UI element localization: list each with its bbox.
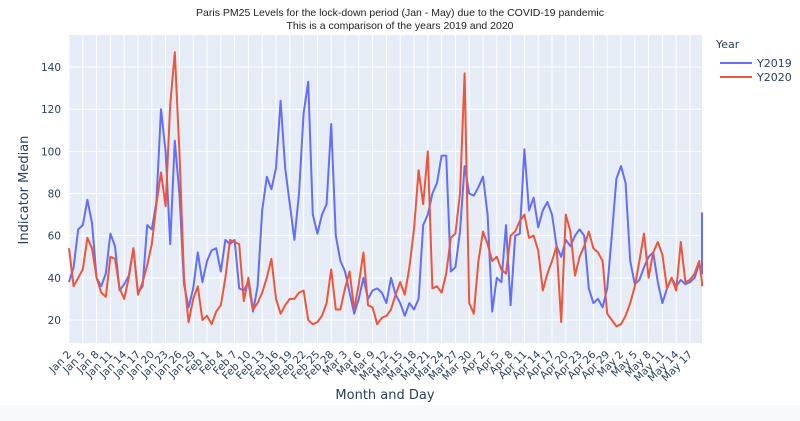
legend-item-y2020[interactable]: Y2020 (720, 71, 792, 84)
page-footer-band (0, 405, 800, 421)
legend-item-y2019[interactable]: Y2019 (720, 57, 792, 70)
legend-label-y2019: Y2019 (756, 57, 792, 70)
series-line-y2020[interactable] (68, 51, 703, 328)
plot-area[interactable] (69, 35, 702, 343)
y-tick-label: 100 (41, 146, 61, 158)
y-tick-label: 140 (41, 62, 61, 74)
legend-label-y2020: Y2020 (756, 71, 792, 84)
legend-title: Year (715, 38, 740, 51)
y-tick-label: 80 (48, 189, 61, 201)
y-tick-label: 40 (48, 273, 61, 285)
chart-title: Paris PM25 Levels for the lock-down peri… (196, 7, 604, 19)
legend: Year Y2019 Y2020 (715, 38, 792, 84)
y-tick-label: 20 (48, 315, 61, 327)
series-line-y2019[interactable] (68, 80, 703, 317)
y-tick-label: 120 (41, 104, 61, 116)
y-axis-ticks: 20 40 60 80 100 120 140 (41, 62, 61, 327)
y-axis-title: Indicator Median (17, 136, 32, 245)
x-axis-title: Month and Day (335, 388, 434, 403)
y-tick-label: 60 (48, 231, 61, 243)
chart-subtitle: This is a comparison of the years 2019 a… (286, 20, 513, 32)
x-gridlines (68, 35, 691, 343)
series-lines (68, 51, 703, 328)
